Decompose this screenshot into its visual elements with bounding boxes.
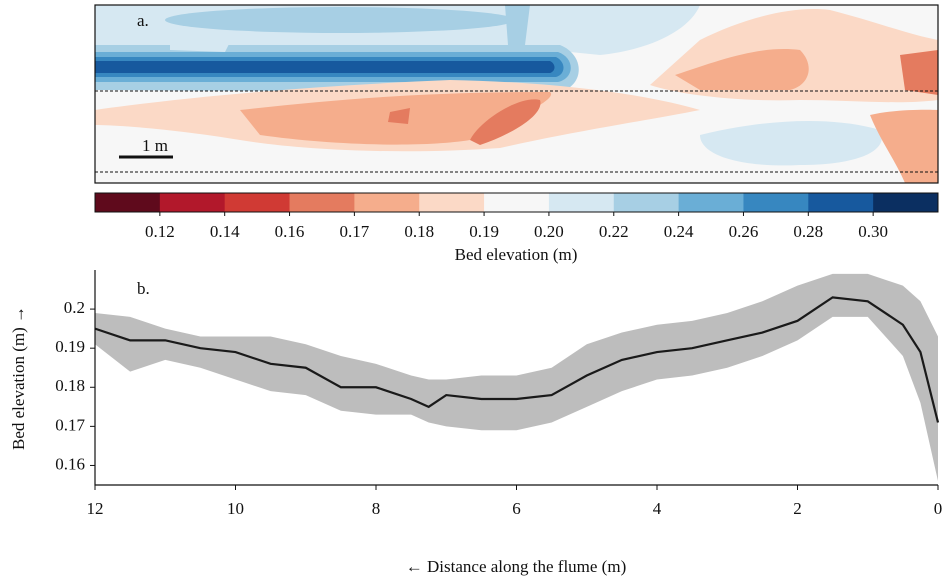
elevation-region	[170, 40, 230, 52]
y-tick-label: 0.17	[55, 415, 85, 434]
elevation-region	[505, 5, 530, 45]
x-tick-label: 0	[934, 499, 943, 518]
mean-line	[94, 296, 940, 423]
map-frame	[94, 4, 939, 184]
colorbar-swatch	[484, 193, 550, 212]
colorbar-tick-label: 0.17	[340, 222, 370, 241]
scale-label: 1 m	[142, 136, 168, 155]
x-tick-label: 2	[793, 499, 802, 518]
colorbar-tick-label: 0.30	[858, 222, 888, 241]
colorbar-tick-label: 0.12	[145, 222, 175, 241]
colorbar-swatch	[873, 193, 939, 212]
x-tick-label: 8	[372, 499, 381, 518]
colorbar-frame	[94, 192, 939, 213]
elevation-region	[700, 120, 882, 166]
colorbar-swatch	[808, 193, 874, 212]
colorbar-swatch	[548, 193, 615, 212]
colorbar-swatch	[419, 193, 485, 212]
panel-label: a.	[137, 11, 149, 30]
x-axis-label: ← Distance along the flume (m)	[406, 557, 626, 576]
elevation-region	[165, 7, 515, 33]
elevation-region	[870, 109, 938, 183]
colorbar-swatch	[613, 193, 680, 212]
panel-label: b.	[137, 279, 150, 298]
colorbar-tick-label: 0.26	[729, 222, 759, 241]
colorbar-tick-label: 0.22	[599, 222, 629, 241]
x-tick-label: 4	[653, 499, 662, 518]
colorbar-tick-label: 0.14	[210, 222, 240, 241]
colorbar-tick-label: 0.16	[275, 222, 305, 241]
elevation-region	[388, 108, 410, 124]
elevation-region	[95, 61, 555, 73]
colorbar-swatch	[678, 193, 744, 212]
y-tick-label: 0.2	[64, 298, 85, 317]
elevation-region	[470, 99, 541, 145]
elevation-region	[675, 49, 809, 90]
colorbar-swatch	[354, 193, 420, 212]
y-tick-label: 0.16	[55, 454, 85, 473]
colorbar-tick-label: 0.19	[469, 222, 499, 241]
colorbar-tick-label: 0.24	[664, 222, 694, 241]
elevation-region	[900, 50, 938, 95]
colorbar-label: Bed elevation (m)	[455, 245, 578, 264]
y-tick-label: 0.19	[55, 337, 85, 356]
x-tick-label: 10	[227, 499, 244, 518]
x-tick-label: 6	[512, 499, 521, 518]
y-tick-label: 0.18	[55, 376, 85, 395]
uncertainty-band	[95, 273, 938, 482]
y-axis-label: Bed elevation (m) →	[9, 306, 28, 450]
colorbar-swatch	[159, 193, 226, 212]
elevation-map	[95, 5, 938, 183]
colorbar	[94, 192, 939, 213]
colorbar-swatch	[743, 193, 809, 212]
colorbar-swatch	[289, 193, 355, 212]
colorbar-tick-label: 0.18	[404, 222, 434, 241]
x-tick-label: 12	[87, 499, 104, 518]
colorbar-tick-label: 0.28	[793, 222, 823, 241]
colorbar-swatch	[95, 193, 161, 212]
colorbar-swatch	[224, 193, 291, 212]
colorbar-tick-label: 0.20	[534, 222, 564, 241]
